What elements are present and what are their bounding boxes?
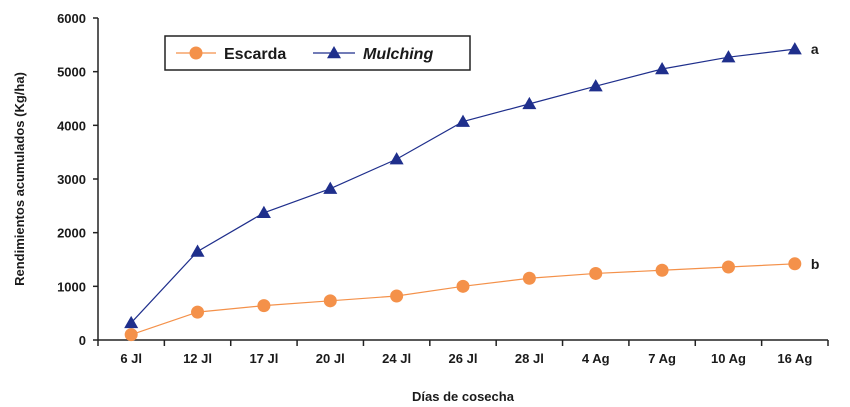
x-tick-label: 10 Ag	[711, 351, 746, 366]
y-axis-title: Rendimientos acumulados (Kg/ha)	[12, 72, 27, 286]
data-point	[124, 315, 139, 329]
data-point	[655, 263, 669, 277]
series-layer: ba	[124, 41, 820, 342]
data-point	[191, 305, 205, 319]
x-tick-label: 20 Jl	[316, 351, 345, 366]
data-point	[389, 152, 404, 165]
data-point	[787, 42, 802, 55]
data-point	[456, 279, 470, 293]
y-tick-label: 0	[79, 333, 86, 348]
x-tick-label: 4 Ag	[582, 351, 610, 366]
data-point	[588, 79, 603, 92]
data-point	[257, 299, 271, 313]
data-point	[190, 244, 205, 257]
data-point	[256, 205, 271, 219]
series-escarda: b	[124, 256, 820, 342]
y-tick-label: 2000	[57, 226, 86, 241]
x-tick-label: 28 Jl	[515, 351, 544, 366]
y-tick-label: 6000	[57, 11, 86, 26]
x-axis-ticks: 6 Jl 12 Jl 17 Jl 20 Jl 24 Jl 26 Jl 28 Jl 4 Ag 7 …	[97, 340, 829, 366]
series-end-label: a	[811, 41, 819, 57]
x-tick-label: 7 Ag	[648, 351, 676, 366]
series-end-label: b	[811, 256, 820, 272]
x-tick-label: 6 Jl	[120, 351, 142, 366]
series-mulching: a	[124, 41, 819, 329]
x-tick-label: 24 Jl	[382, 351, 411, 366]
x-tick-label: 16 Ag	[777, 351, 812, 366]
data-point	[323, 181, 338, 194]
y-tick-label: 1000	[57, 279, 86, 294]
series-line	[130, 263, 795, 336]
data-point	[522, 271, 536, 285]
data-point	[390, 289, 404, 303]
data-point	[124, 328, 138, 342]
legend: Escarda Mulching	[164, 35, 471, 71]
y-tick-label: 3000	[57, 172, 86, 187]
y-tick-label: 5000	[57, 65, 86, 80]
data-point	[788, 257, 802, 271]
x-tick-label: 26 Jl	[449, 351, 478, 366]
x-axis-title: Días de cosecha	[412, 389, 515, 404]
legend-marker-escarda	[189, 46, 203, 60]
data-point	[721, 260, 735, 274]
x-tick-label: 17 Jl	[249, 351, 278, 366]
data-point	[589, 266, 603, 280]
data-point	[323, 294, 337, 308]
data-point	[721, 50, 736, 63]
data-point	[522, 96, 537, 110]
legend-label-mulching: Mulching	[363, 46, 433, 63]
y-axis-ticks: 0 1000 2000 3000 4000 5000 6000	[57, 11, 98, 348]
y-tick-label: 4000	[57, 118, 86, 133]
x-tick-label: 12 Jl	[183, 351, 212, 366]
data-point	[456, 114, 470, 127]
legend-label-escarda: Escarda	[224, 46, 286, 63]
data-point	[655, 61, 670, 75]
legend-marker-mulching	[327, 46, 341, 59]
